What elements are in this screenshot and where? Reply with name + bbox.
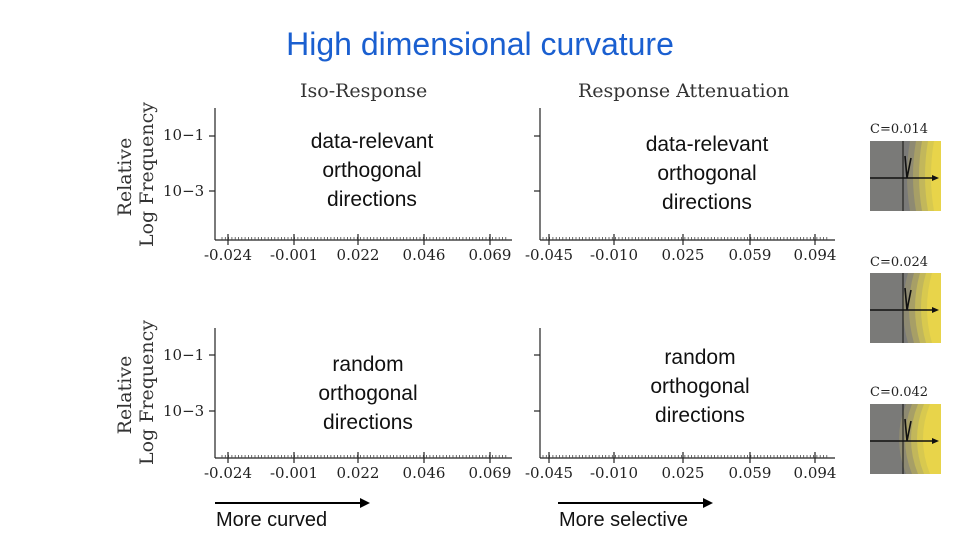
xtick-label: -0.045 bbox=[524, 246, 574, 264]
arrow-head-icon bbox=[932, 438, 939, 444]
xtick-label: -0.024 bbox=[203, 246, 253, 264]
panel-text-line: directions bbox=[323, 411, 413, 434]
gradient-vector bbox=[904, 418, 912, 442]
xtick-label: 0.046 bbox=[402, 246, 446, 264]
xtick-label: 0.022 bbox=[336, 246, 380, 264]
xtick-label: 0.059 bbox=[728, 246, 772, 264]
arrow-label-more-selective: More selective bbox=[559, 509, 688, 531]
xtick-label: -0.010 bbox=[589, 246, 639, 264]
contour-band bbox=[931, 141, 941, 211]
panel-text-line: orthogonal bbox=[657, 162, 757, 185]
xtick-label: 0.069 bbox=[468, 246, 512, 264]
inset-label: C=0.042 bbox=[870, 385, 929, 400]
ytick-label: 10−1 bbox=[163, 346, 205, 364]
xtick-label: -0.001 bbox=[269, 464, 319, 482]
xtick-label: 0.046 bbox=[402, 464, 446, 482]
inset-label: C=0.014 bbox=[870, 122, 929, 137]
curvature-inset-1 bbox=[870, 141, 941, 211]
xtick-label: -0.045 bbox=[524, 464, 574, 482]
xtick-label: 0.022 bbox=[336, 464, 380, 482]
panel-text-top-right: data-relevant orthogonal directions bbox=[617, 130, 797, 217]
xtick-label: 0.094 bbox=[793, 246, 837, 264]
arrow-head-icon bbox=[703, 498, 713, 508]
xtick-label: -0.024 bbox=[203, 464, 253, 482]
arrow-label-more-curved: More curved bbox=[216, 509, 328, 531]
panel-text-line: random bbox=[664, 346, 736, 369]
panel-text-line: directions bbox=[655, 404, 745, 427]
panel-text-bottom-left: random orthogonal directions bbox=[278, 350, 458, 437]
inset-label: C=0.024 bbox=[870, 255, 929, 270]
panel-text-line: orthogonal bbox=[322, 159, 422, 182]
column-title-iso-response: Iso-Response bbox=[300, 80, 428, 102]
panel-text-line: orthogonal bbox=[318, 382, 418, 405]
ytick-label: 10−3 bbox=[163, 182, 205, 200]
page-title: High dimensional curvature bbox=[286, 26, 674, 62]
xtick-label: -0.010 bbox=[589, 464, 639, 482]
gradient-vector bbox=[904, 287, 912, 311]
panel-text-line: data-relevant bbox=[310, 130, 434, 153]
xtick-label: 0.025 bbox=[661, 464, 705, 482]
xtick-label: 0.069 bbox=[468, 464, 512, 482]
xtick-label: 0.025 bbox=[661, 246, 705, 264]
ytick-label: 10−1 bbox=[163, 126, 205, 144]
panel-text-line: directions bbox=[327, 188, 417, 211]
ytick-label: 10−3 bbox=[163, 402, 205, 420]
xtick-label: 0.059 bbox=[728, 464, 772, 482]
panel-text-line: orthogonal bbox=[650, 375, 750, 398]
curvature-inset-3 bbox=[870, 404, 941, 474]
panel-text-bottom-right: random orthogonal directions bbox=[610, 343, 790, 430]
arrow-head-icon bbox=[932, 175, 939, 181]
panel-text-line: directions bbox=[662, 191, 752, 214]
panel-text-top-left: data-relevant orthogonal directions bbox=[282, 127, 462, 214]
panel-text-line: random bbox=[332, 353, 404, 376]
column-title-response-attenuation: Response Attenuation bbox=[578, 80, 790, 102]
panel-text-line: data-relevant bbox=[645, 133, 769, 156]
arrow-head-icon bbox=[360, 498, 370, 508]
curvature-inset-2 bbox=[870, 273, 941, 343]
xtick-label: -0.001 bbox=[269, 246, 319, 264]
gradient-vector bbox=[904, 155, 912, 179]
xtick-label: 0.094 bbox=[793, 464, 837, 482]
arrow-head-icon bbox=[932, 307, 939, 313]
